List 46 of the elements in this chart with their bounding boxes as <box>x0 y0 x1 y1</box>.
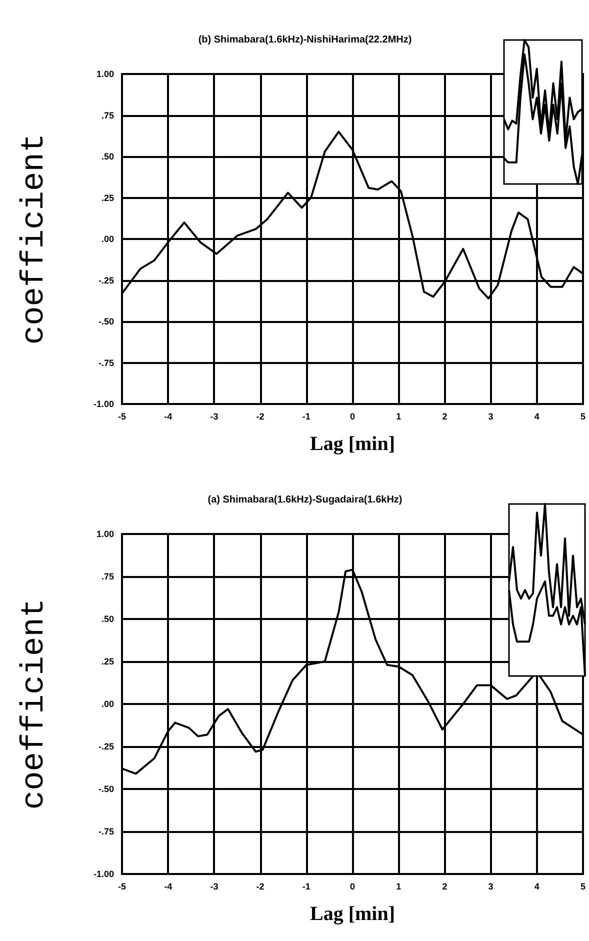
x-tick-label: -3 <box>210 412 218 422</box>
y-tick-label: -.50 <box>98 784 114 794</box>
y-tick-label: -1.00 <box>93 399 114 409</box>
y-tick-label: -1.00 <box>93 869 114 879</box>
y-tick-label: .25 <box>101 656 114 666</box>
x-tick-label: 4 <box>534 882 540 892</box>
x-axis-title: Lag [min] <box>310 903 395 925</box>
y-tick-label: -.75 <box>98 358 114 368</box>
x-tick-label: -2 <box>256 882 264 892</box>
y-tick-label: .00 <box>101 234 114 244</box>
y-tick-label: .00 <box>101 699 114 709</box>
x-tick-label: 2 <box>442 412 448 422</box>
x-tick-label: 3 <box>488 882 494 892</box>
y-tick-label: -.25 <box>98 742 114 752</box>
x-tick-label: 4 <box>534 412 540 422</box>
x-tick-label: -2 <box>256 412 264 422</box>
y-tick-label: -.25 <box>98 275 114 286</box>
y-axis-title: coefficient <box>16 133 52 345</box>
y-tick-label: .50 <box>101 152 114 162</box>
y-tick-label: -.75 <box>98 826 114 836</box>
x-tick-label: 2 <box>442 882 448 892</box>
x-tick-label: 5 <box>580 882 586 892</box>
y-tick-label: .75 <box>101 572 114 582</box>
chart-title: (a) Shimabara(1.6kHz)-Sugadaira(1.6kHz) <box>208 494 402 506</box>
chart-title: (b) Shimabara(1.6kHz)-NishiHarima(22.2MHz) <box>198 34 412 46</box>
x-tick-label: -5 <box>118 412 126 422</box>
y-tick-label: .50 <box>101 614 114 624</box>
x-tick-label: 1 <box>396 882 402 892</box>
x-axis-title: Lag [min] <box>310 433 395 455</box>
x-tick-label: -5 <box>118 882 126 892</box>
x-tick-label: 0 <box>350 412 356 422</box>
x-tick-label: 1 <box>396 412 402 422</box>
x-tick-label: -4 <box>164 412 172 422</box>
y-tick-label: -.50 <box>98 316 114 326</box>
y-tick-label: 1.00 <box>96 69 114 79</box>
x-tick-label: 3 <box>488 412 494 422</box>
x-tick-label: 5 <box>580 412 586 422</box>
y-tick-label: .75 <box>101 110 114 120</box>
y-axis-title: coefficient <box>16 598 52 810</box>
x-tick-label: -1 <box>302 882 310 892</box>
y-tick-label: 1.00 <box>96 529 114 539</box>
x-tick-label: -4 <box>164 882 172 892</box>
x-tick-label: -3 <box>210 882 218 892</box>
x-tick-label: 0 <box>350 882 356 892</box>
x-tick-label: -1 <box>302 412 310 422</box>
y-tick-label: .25 <box>101 192 114 203</box>
